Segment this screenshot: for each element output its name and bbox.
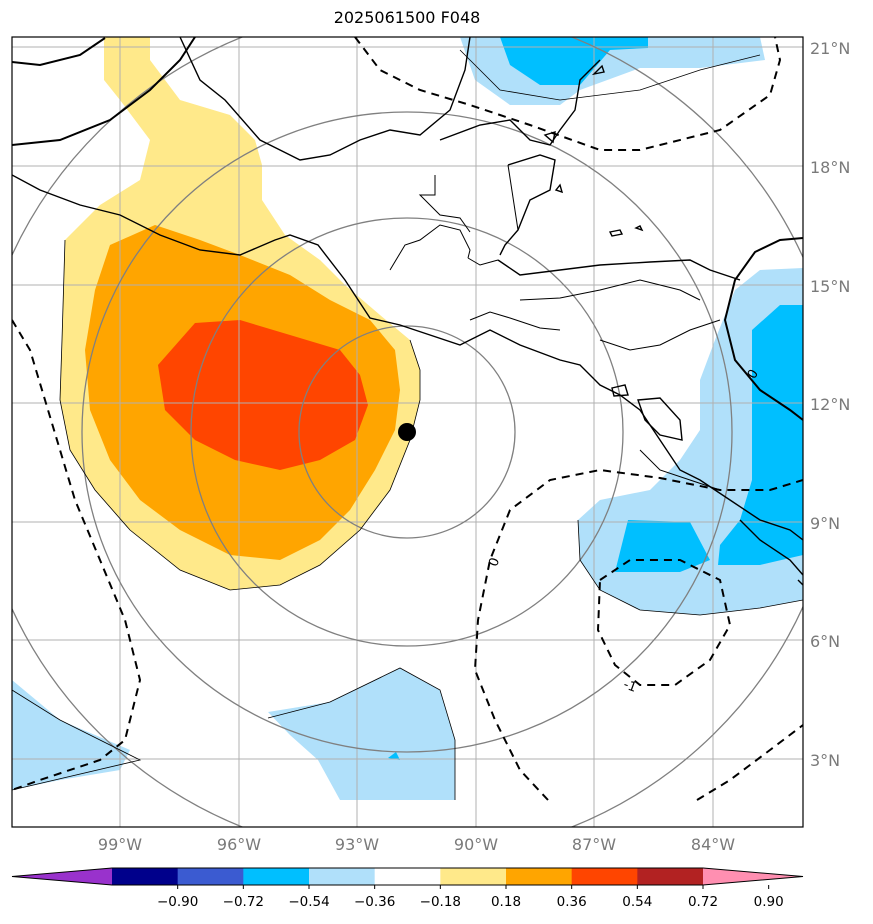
negative-shade-cyan-top <box>500 37 648 85</box>
solid-contours <box>12 37 803 421</box>
range-rings <box>12 37 803 827</box>
contour-label-neg-one: -1 <box>621 677 638 696</box>
latitude-labels: 21°N 18°N 15°N 12°N 9°N 6°N 3°N <box>810 39 850 770</box>
negative-shade-cyan-dot <box>388 752 400 760</box>
negative-shade-light-south <box>268 668 455 800</box>
colorbar-tick-label: −0.18 <box>420 894 461 910</box>
lon-label: 90°W <box>454 835 498 854</box>
lat-label: 21°N <box>810 39 850 58</box>
dashed-contours <box>12 37 803 801</box>
colorbar-tick-label: 0.18 <box>491 894 521 910</box>
colorbar: −0.90 −0.72 −0.54 −0.36 −0.18 0.18 0.36 0.54 0.7… <box>11 867 804 910</box>
colorbar-segment <box>177 868 244 885</box>
colorbar-segment <box>571 868 638 885</box>
colorbar-segment <box>506 868 573 885</box>
lat-label: 18°N <box>810 158 850 177</box>
colorbar-extend-min <box>12 868 112 885</box>
lat-label: 12°N <box>810 395 850 414</box>
colorbar-segment <box>440 868 507 885</box>
colorbar-tick-label: 0.36 <box>557 894 587 910</box>
lat-label: 9°N <box>810 514 840 533</box>
lon-label: 87°W <box>572 835 616 854</box>
lon-label: 96°W <box>217 835 261 854</box>
lon-label: 99°W <box>98 835 142 854</box>
shade-outlines <box>12 49 803 800</box>
graticule <box>12 37 803 827</box>
positive-shade-red <box>158 320 368 470</box>
colorbar-outline <box>11 867 804 886</box>
lon-label: 93°W <box>335 835 379 854</box>
coastlines <box>12 37 803 586</box>
colorbar-tick-label: −0.54 <box>288 894 329 910</box>
colorbar-tick-label: 0.72 <box>688 894 718 910</box>
colorbar-segment <box>374 868 441 885</box>
map-title: 2025061500 F048 <box>333 8 481 27</box>
colorbar-tick-label: 0.90 <box>754 894 784 910</box>
colorbar-segment <box>112 868 179 885</box>
colorbar-tick-label: −0.72 <box>223 894 264 910</box>
lat-label: 15°N <box>810 277 850 296</box>
colorbar-tick-label: −0.36 <box>354 894 395 910</box>
negative-shade-cyan-east <box>718 305 803 565</box>
map-frame <box>11 36 804 828</box>
map-area <box>12 37 803 827</box>
colorbar-tick-label: −0.90 <box>157 894 198 910</box>
lat-label: 6°N <box>810 632 840 651</box>
colorbar-segment <box>243 868 310 885</box>
storm-center-marker <box>398 423 416 441</box>
colorbar-segment <box>637 868 704 885</box>
colorbar-tick-label: 0.54 <box>622 894 652 910</box>
lat-label: 3°N <box>810 751 840 770</box>
lon-label: 84°W <box>691 835 735 854</box>
country-borders <box>389 164 721 491</box>
longitude-labels: 99°W 96°W 93°W 90°W 87°W 84°W <box>98 835 735 854</box>
colorbar-extend-max <box>703 868 803 885</box>
negative-shade-light-west <box>12 680 130 790</box>
colorbar-segment <box>309 868 376 885</box>
